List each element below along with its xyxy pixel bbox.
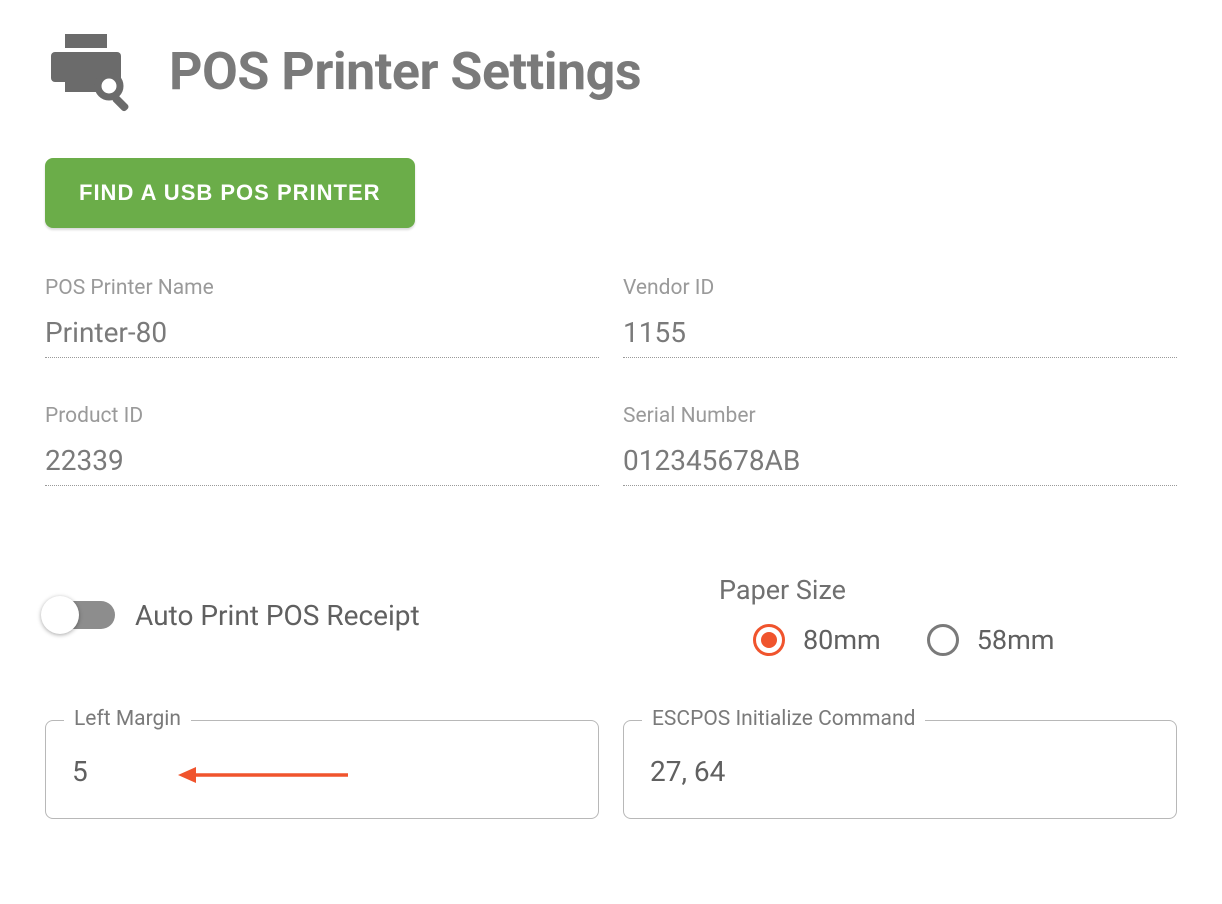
vendor-id-field: Vendor ID bbox=[623, 276, 1177, 358]
vendor-id-label: Vendor ID bbox=[623, 276, 1177, 300]
paper-size-80mm-label: 80mm bbox=[803, 624, 881, 656]
product-id-input[interactable] bbox=[45, 438, 599, 486]
escpos-init-fieldset: ESCPOS Initialize Command bbox=[623, 720, 1177, 819]
product-id-field: Product ID bbox=[45, 404, 599, 486]
product-id-label: Product ID bbox=[45, 404, 599, 428]
paper-size-58mm-label: 58mm bbox=[977, 624, 1055, 656]
printer-name-input[interactable] bbox=[45, 310, 599, 358]
radio-selected-icon bbox=[753, 624, 785, 656]
printer-search-icon bbox=[45, 30, 135, 112]
auto-print-toggle-row: Auto Print POS Receipt bbox=[45, 599, 599, 632]
auto-print-toggle[interactable] bbox=[45, 601, 115, 629]
escpos-init-input[interactable] bbox=[650, 755, 1150, 788]
find-usb-printer-button[interactable]: FIND A USB POS PRINTER bbox=[45, 158, 415, 228]
printer-name-label: POS Printer Name bbox=[45, 276, 599, 300]
page-header: POS Printer Settings bbox=[45, 30, 1177, 112]
auto-print-toggle-label: Auto Print POS Receipt bbox=[135, 599, 420, 632]
escpos-init-label: ESCPOS Initialize Command bbox=[642, 707, 925, 731]
serial-number-field: Serial Number bbox=[623, 404, 1177, 486]
page-title: POS Printer Settings bbox=[169, 41, 641, 102]
paper-size-group: Paper Size 80mm 58mm bbox=[623, 574, 1177, 656]
serial-number-input[interactable] bbox=[623, 438, 1177, 486]
paper-size-80mm-radio[interactable]: 80mm bbox=[753, 624, 881, 656]
vendor-id-input[interactable] bbox=[623, 310, 1177, 358]
serial-number-label: Serial Number bbox=[623, 404, 1177, 428]
left-margin-fieldset: Left Margin bbox=[45, 720, 599, 819]
left-margin-input[interactable] bbox=[72, 755, 572, 788]
radio-unselected-icon bbox=[927, 624, 959, 656]
printer-name-field: POS Printer Name bbox=[45, 276, 599, 358]
left-margin-label: Left Margin bbox=[64, 707, 191, 731]
paper-size-title: Paper Size bbox=[623, 574, 1177, 606]
paper-size-58mm-radio[interactable]: 58mm bbox=[927, 624, 1055, 656]
